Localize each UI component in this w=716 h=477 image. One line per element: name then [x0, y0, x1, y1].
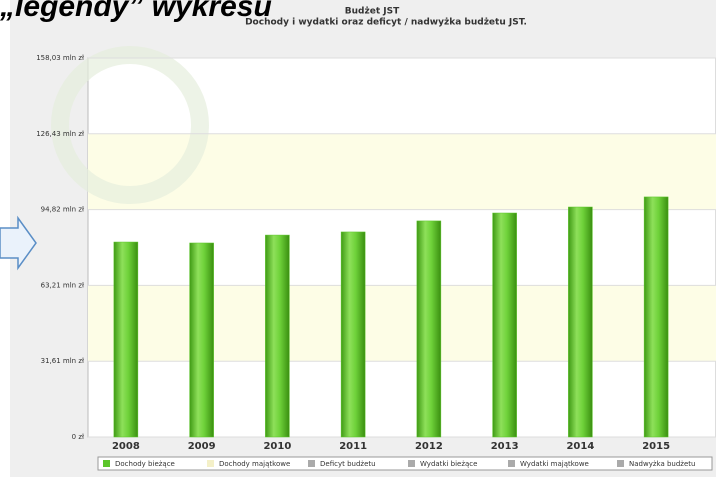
- y-tick-label: 94,82 mln zł: [41, 206, 84, 214]
- heading: „legendy” wykresu: [0, 0, 272, 23]
- bar: [340, 231, 366, 438]
- bar: [568, 206, 593, 438]
- x-tick-label: 2013: [491, 441, 519, 452]
- legend-swatch: [508, 460, 515, 467]
- legend-swatch: [308, 460, 315, 467]
- x-tick-label: 2014: [566, 441, 594, 452]
- legend-label: Dochody majątkowe: [219, 460, 290, 468]
- legend-swatch: [103, 460, 110, 467]
- x-tick-label: 2011: [339, 441, 367, 452]
- legend-label: Nadwyżka budżetu: [629, 460, 695, 468]
- plot-area: [87, 57, 716, 438]
- legend-label: Dochody bieżące: [115, 460, 175, 468]
- legend-label: Wydatki majątkowe: [520, 460, 589, 468]
- bar: [643, 196, 669, 438]
- legend-swatch: [408, 460, 415, 467]
- legend: [97, 456, 713, 471]
- chart-title: Budżet JST: [345, 7, 400, 17]
- y-tick-label: 0 zł: [72, 433, 84, 441]
- x-tick-label: 2012: [415, 441, 443, 452]
- y-tick-label: 126,43 mln zł: [36, 130, 84, 138]
- x-tick-label: 2008: [112, 441, 140, 452]
- y-tick-label: 63,21 mln zł: [41, 281, 84, 289]
- bar: [113, 241, 139, 438]
- legend-label: Wydatki bieżące: [420, 460, 477, 468]
- legend-label: Deficyt budżetu: [320, 460, 376, 468]
- bar: [492, 212, 517, 438]
- legend-swatch: [617, 460, 624, 467]
- y-tick-label: 158,03 mln zł: [36, 54, 84, 62]
- y-tick-label: 31,61 mln zł: [41, 357, 84, 365]
- bar: [416, 220, 442, 438]
- legend-swatch: [207, 460, 214, 467]
- bar: [189, 242, 214, 438]
- band: [88, 285, 716, 362]
- chart-subtitle: Dochody i wydatki oraz deficyt / nadwyżk…: [245, 18, 527, 28]
- bar: [265, 234, 290, 438]
- x-tick-label: 2010: [263, 441, 291, 452]
- x-tick-label: 2015: [642, 441, 670, 452]
- x-tick-label: 2009: [188, 441, 216, 452]
- watermark: [51, 46, 209, 204]
- arrow: [0, 215, 37, 271]
